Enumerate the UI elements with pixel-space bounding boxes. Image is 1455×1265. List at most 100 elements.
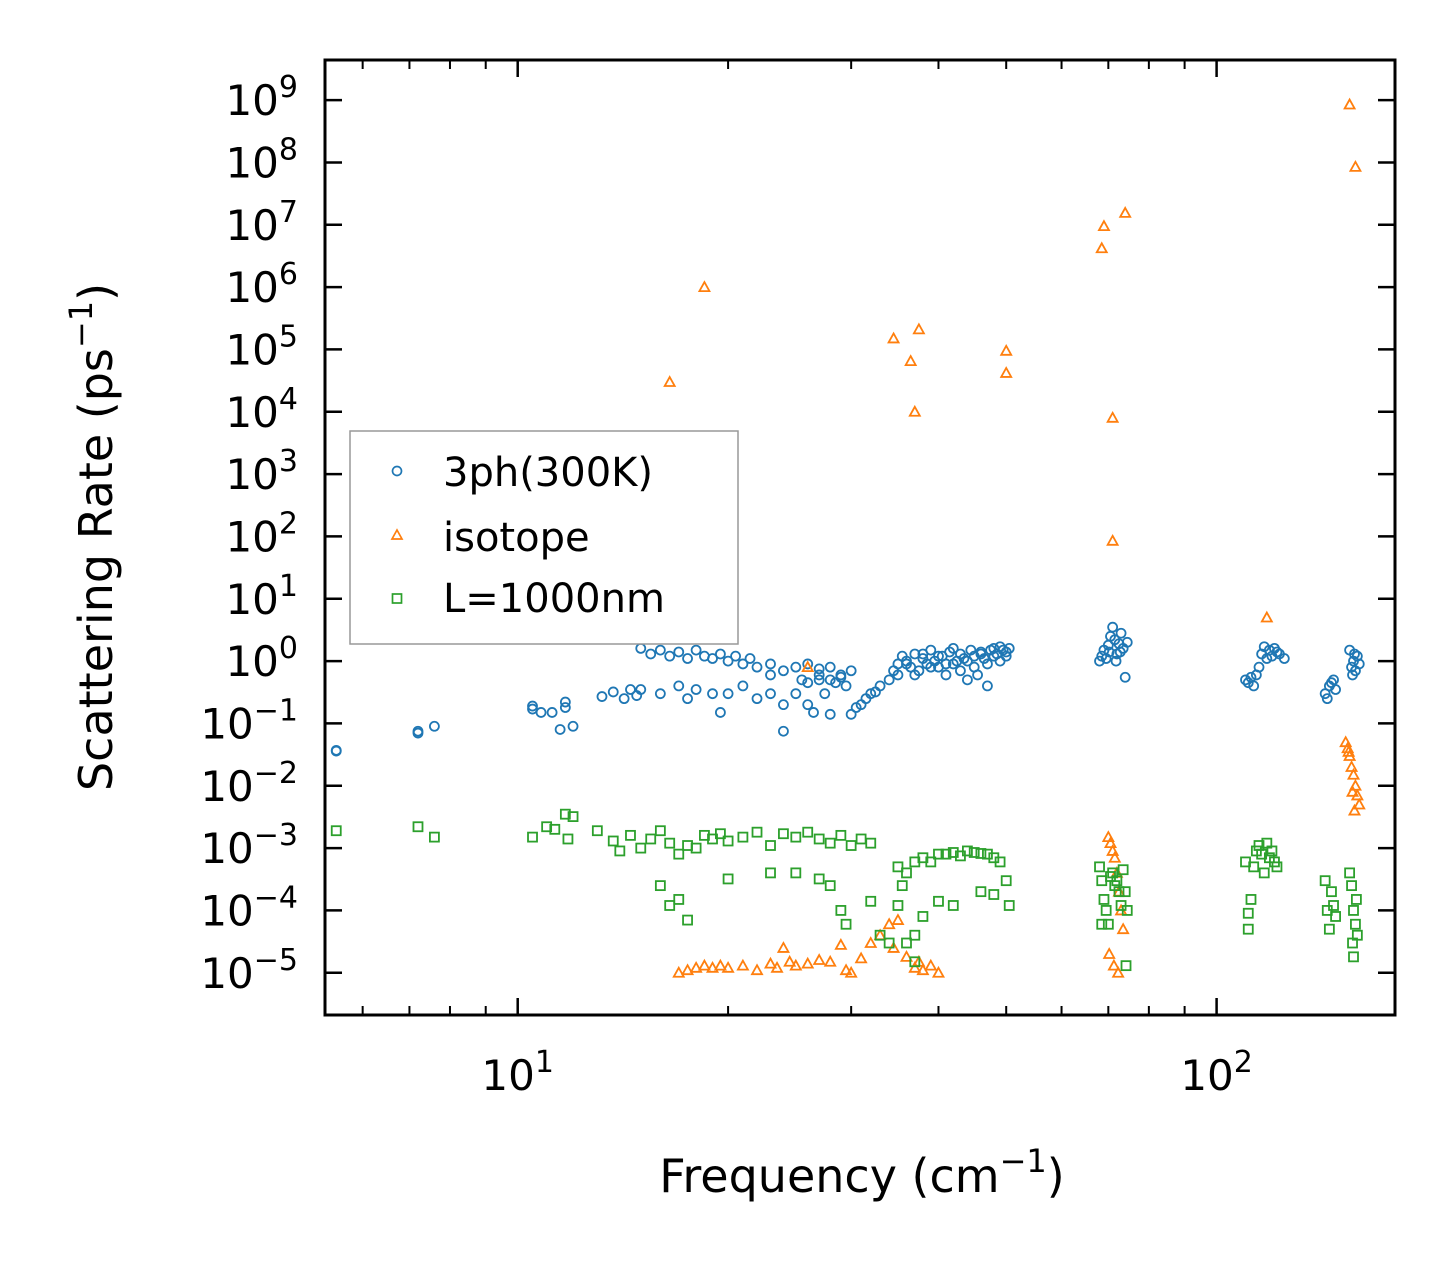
point-isotope	[1095, 241, 1109, 254]
point-3ph	[778, 699, 789, 711]
point-3ph	[909, 648, 921, 660]
point-l1000nm	[975, 886, 987, 898]
point-l1000nm	[549, 823, 561, 835]
point-3ph	[765, 658, 776, 670]
major-ticks	[325, 60, 1395, 1015]
point-3ph	[682, 653, 693, 664]
point-3ph	[1330, 684, 1341, 695]
point-3ph	[567, 720, 579, 732]
point-3ph	[682, 693, 693, 705]
point-isotope	[834, 938, 848, 950]
point-3ph	[802, 699, 814, 711]
point-l1000nm	[1323, 923, 1335, 935]
point-isotope	[750, 963, 764, 976]
point-3ph	[1349, 648, 1360, 660]
point-l1000nm	[567, 811, 579, 823]
point-3ph	[535, 707, 547, 718]
point-isotope	[924, 958, 938, 971]
point-l1000nm	[940, 848, 952, 860]
point-l1000nm	[896, 880, 908, 892]
point-3ph	[925, 661, 937, 673]
point-3ph	[707, 688, 718, 700]
point-isotope	[1108, 850, 1122, 863]
point-3ph	[737, 658, 749, 670]
y-tick-label: 103	[225, 444, 298, 499]
point-l1000nm	[1111, 875, 1123, 887]
point-3ph	[968, 661, 980, 673]
y-tick-label: 106	[225, 257, 298, 312]
point-l1000nm	[962, 845, 973, 857]
point-isotope	[1102, 947, 1116, 959]
point-3ph	[1115, 627, 1127, 639]
point-3ph	[840, 680, 852, 692]
point-3ph	[429, 720, 440, 732]
point-3ph	[412, 725, 424, 737]
point-l1000nm	[802, 826, 814, 838]
legend-label-l1000nm: L=1000nm	[443, 576, 665, 622]
point-l1000nm	[1347, 937, 1358, 949]
tick-labels: 101 102 10−5 10−4 10−3 10−2 10−1 100 101 102 103 10…	[200, 70, 1253, 1100]
point-isotope	[1111, 965, 1125, 978]
point-3ph	[1347, 669, 1358, 681]
point-isotope	[908, 960, 922, 973]
point-3ph	[730, 650, 741, 662]
point-isotope	[1345, 760, 1359, 772]
y-tick-label: 104	[225, 382, 298, 437]
point-3ph	[819, 688, 831, 700]
point-isotope	[882, 917, 896, 930]
point-3ph	[673, 680, 685, 692]
point-3ph	[751, 693, 763, 705]
point-l1000nm	[1100, 905, 1112, 916]
y-tick-label: 109	[225, 70, 298, 125]
point-3ph	[778, 725, 789, 737]
point-l1000nm	[865, 895, 877, 907]
point-l1000nm	[1119, 886, 1131, 898]
point-3ph	[722, 655, 734, 667]
point-isotope	[672, 965, 686, 978]
point-isotope	[736, 958, 750, 971]
point-l1000nm	[824, 837, 836, 849]
point-isotope	[697, 280, 711, 293]
point-l1000nm	[994, 856, 1006, 868]
point-3ph	[690, 644, 702, 656]
point-3ph	[975, 648, 987, 660]
point-3ph	[1110, 655, 1122, 667]
point-l1000nm	[1248, 861, 1260, 873]
point-3ph	[1253, 661, 1265, 673]
point-3ph	[664, 650, 676, 662]
point-isotope	[705, 960, 720, 973]
legend-marker-l1000nm	[391, 593, 403, 604]
point-l1000nm	[1120, 960, 1132, 972]
point-isotope	[1097, 219, 1111, 232]
point-l1000nm	[715, 828, 726, 840]
y-tick-label: 105	[225, 319, 298, 374]
point-3ph	[1000, 650, 1012, 662]
point-l1000nm	[751, 826, 763, 838]
y-tick-label: 100	[225, 631, 298, 686]
point-l1000nm	[765, 840, 776, 851]
x-tick-label: 102	[1180, 1045, 1253, 1100]
point-l1000nm	[559, 808, 571, 820]
point-l1000nm	[813, 873, 825, 885]
point-l1000nm	[975, 848, 987, 859]
point-isotope	[931, 965, 946, 978]
point-isotope	[681, 963, 695, 976]
point-l1000nm	[790, 867, 802, 879]
point-l1000nm	[790, 831, 802, 843]
point-l1000nm	[1350, 918, 1361, 930]
point-l1000nm	[925, 856, 937, 868]
point-l1000nm	[722, 835, 734, 847]
point-l1000nm	[1330, 911, 1341, 922]
point-3ph	[765, 688, 776, 700]
point-3ph	[715, 648, 726, 660]
point-isotope	[1106, 410, 1120, 423]
point-l1000nm	[1328, 900, 1339, 911]
point-3ph	[596, 691, 608, 702]
point-3ph	[901, 658, 912, 670]
point-l1000nm	[1102, 918, 1114, 930]
point-isotope	[812, 953, 826, 965]
point-l1000nm	[901, 867, 912, 879]
point-l1000nm	[1096, 918, 1108, 930]
point-3ph	[940, 669, 952, 681]
